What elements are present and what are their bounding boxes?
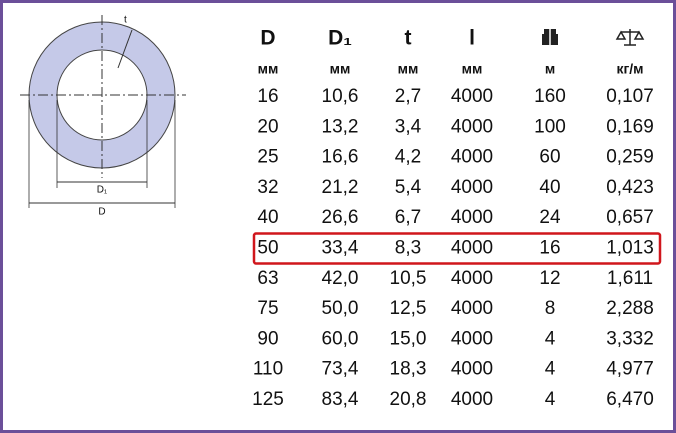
cell: 60,0 (322, 328, 359, 349)
cell: 73,4 (322, 359, 359, 380)
weight-icon (615, 29, 645, 46)
cell: 1,611 (607, 268, 653, 289)
cell: 12 (539, 268, 560, 289)
cell: 4000 (451, 298, 493, 319)
cell: 2,7 (395, 86, 421, 107)
cell: 4000 (451, 177, 493, 198)
cell: 50,0 (322, 298, 359, 319)
cell: 5,4 (395, 177, 422, 198)
cell: 25 (257, 147, 278, 168)
pipe-diagram: t D₁ D (20, 15, 186, 218)
cell: 33,4 (322, 238, 359, 259)
cell: 8,3 (395, 238, 421, 259)
cell: 0,657 (606, 207, 654, 228)
cell: 40 (539, 177, 560, 198)
unit-cell: м (545, 61, 555, 77)
cell: 12,5 (390, 298, 427, 319)
cell: 16 (539, 238, 560, 259)
cell: 2,288 (606, 298, 654, 319)
cell: 15,0 (390, 328, 427, 349)
t-label: t (124, 15, 127, 26)
cell: 90 (257, 328, 278, 349)
cell: 6,7 (395, 207, 421, 228)
cell: 26,6 (322, 207, 359, 228)
cell: 100 (534, 116, 566, 137)
cell: 160 (534, 86, 566, 107)
cell: 63 (257, 268, 278, 289)
cell: 4000 (451, 238, 493, 259)
cell: 4000 (451, 268, 493, 289)
cell: 32 (257, 177, 278, 198)
cell: 3,332 (606, 328, 654, 349)
header-cell: t (405, 27, 412, 50)
unit-cell: мм (462, 61, 483, 77)
cell: 4 (545, 389, 556, 410)
cell: 4 (545, 328, 556, 349)
unit-cell: кг/м (616, 61, 643, 77)
cell: 0,169 (606, 116, 654, 137)
cell: 0,259 (606, 147, 654, 168)
cell: 0,107 (606, 86, 654, 107)
cell: 40 (257, 207, 278, 228)
cell: 4,977 (606, 359, 654, 380)
unit-cell: мм (330, 61, 351, 77)
cell: 10,5 (390, 268, 427, 289)
cell: 20 (257, 116, 278, 137)
cell: 8 (545, 298, 556, 319)
cell: 4000 (451, 116, 493, 137)
table: D D₁ t lмм мм мм мм м кг/м16 10,6 2,7 4000 160 0,1072… (252, 27, 662, 410)
t-arrow (117, 29, 133, 69)
cell: 125 (252, 389, 284, 410)
cell: 83,4 (322, 389, 359, 410)
unit-cell: мм (258, 61, 279, 77)
cell: 4000 (451, 359, 493, 380)
cell: 4000 (451, 328, 493, 349)
d1-label: D₁ (97, 185, 108, 196)
cell: 4 (545, 359, 556, 380)
cell: 4000 (451, 86, 493, 107)
cell: 4000 (451, 389, 493, 410)
cell: 16 (257, 86, 278, 107)
cell: 21,2 (322, 177, 359, 198)
cell: 4000 (451, 207, 493, 228)
cell: 42,0 (322, 268, 359, 289)
header-cell: D₁ (328, 27, 352, 50)
d-label: D (98, 207, 105, 218)
cell: 0,423 (606, 177, 654, 198)
package-icon (542, 29, 558, 45)
cell: 75 (257, 298, 278, 319)
unit-cell: мм (398, 61, 419, 77)
cell: 10,6 (322, 86, 359, 107)
cell: 6,470 (606, 389, 654, 410)
cell: 1,013 (606, 238, 654, 259)
cell: 13,2 (322, 116, 359, 137)
cell: 24 (539, 207, 561, 228)
cell: 4000 (451, 147, 493, 168)
header-cell: l (469, 27, 475, 50)
cell: 20,8 (390, 389, 427, 410)
cell: 60 (539, 147, 560, 168)
cell: 50 (257, 238, 278, 259)
cell: 4,2 (395, 147, 421, 168)
cell: 3,4 (395, 116, 422, 137)
row-highlight (252, 232, 662, 265)
cell: 18,3 (390, 359, 427, 380)
cell: 110 (253, 359, 283, 380)
header-cell: D (260, 27, 275, 50)
cell: 16,6 (322, 147, 359, 168)
